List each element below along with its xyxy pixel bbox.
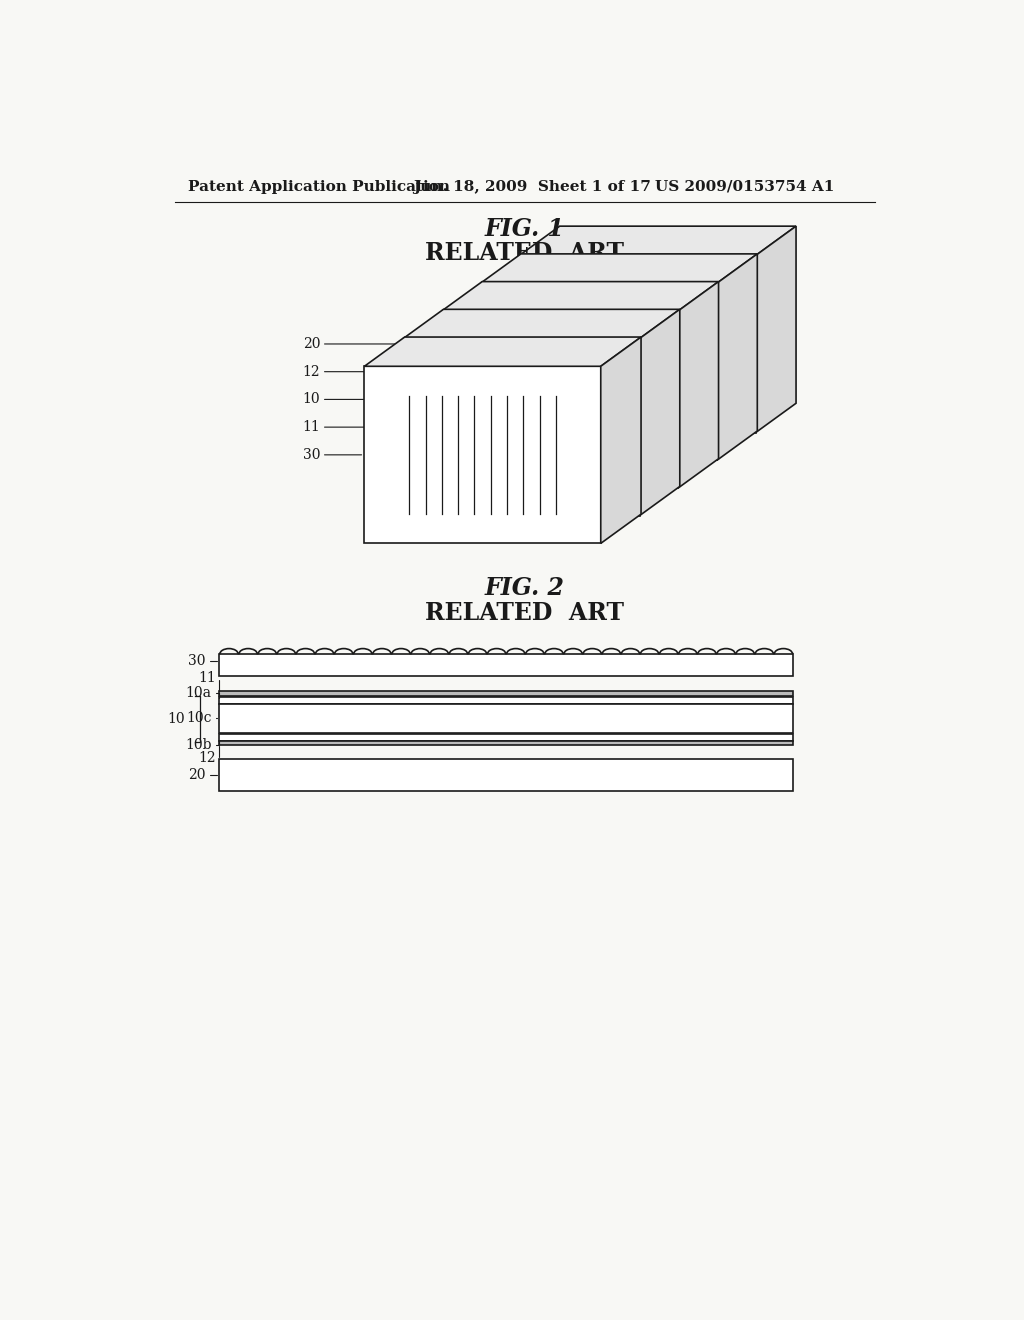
Polygon shape (601, 337, 641, 544)
Text: 20: 20 (188, 768, 206, 783)
Bar (219, 741, 793, 744)
Bar (219, 655, 793, 676)
Polygon shape (442, 312, 678, 488)
Polygon shape (756, 226, 796, 433)
Polygon shape (519, 226, 796, 256)
Polygon shape (717, 253, 758, 461)
Text: 10: 10 (302, 392, 321, 407)
Text: 11: 11 (198, 671, 216, 685)
Text: FIG. 2: FIG. 2 (484, 576, 565, 601)
Text: 30: 30 (188, 653, 206, 668)
Text: 11: 11 (302, 420, 321, 434)
Text: FIG. 1: FIG. 1 (484, 218, 565, 242)
Text: US 2009/0153754 A1: US 2009/0153754 A1 (655, 180, 835, 194)
Polygon shape (480, 253, 758, 284)
Polygon shape (403, 309, 680, 339)
Text: 12: 12 (302, 364, 321, 379)
Text: 10a: 10a (185, 686, 212, 700)
Polygon shape (640, 309, 680, 516)
Bar (219, 759, 793, 792)
Bar (219, 704, 793, 733)
Text: RELATED  ART: RELATED ART (425, 242, 625, 265)
Text: 12: 12 (198, 751, 216, 766)
Text: 20: 20 (303, 337, 321, 351)
Text: RELATED  ART: RELATED ART (425, 601, 625, 624)
Text: 10b: 10b (185, 738, 212, 752)
Text: 10c: 10c (186, 711, 212, 725)
Polygon shape (442, 281, 719, 312)
Text: 10: 10 (167, 711, 184, 726)
Text: Jun. 18, 2009  Sheet 1 of 17: Jun. 18, 2009 Sheet 1 of 17 (414, 180, 651, 194)
Polygon shape (678, 281, 719, 488)
Polygon shape (480, 284, 717, 461)
Polygon shape (403, 339, 640, 516)
Polygon shape (519, 256, 756, 433)
Bar (219, 734, 793, 741)
Text: 30: 30 (303, 447, 321, 462)
Bar (219, 697, 793, 704)
Text: Patent Application Publication: Patent Application Publication (188, 180, 451, 194)
Bar (219, 692, 793, 696)
Polygon shape (365, 367, 601, 544)
Polygon shape (365, 337, 641, 367)
